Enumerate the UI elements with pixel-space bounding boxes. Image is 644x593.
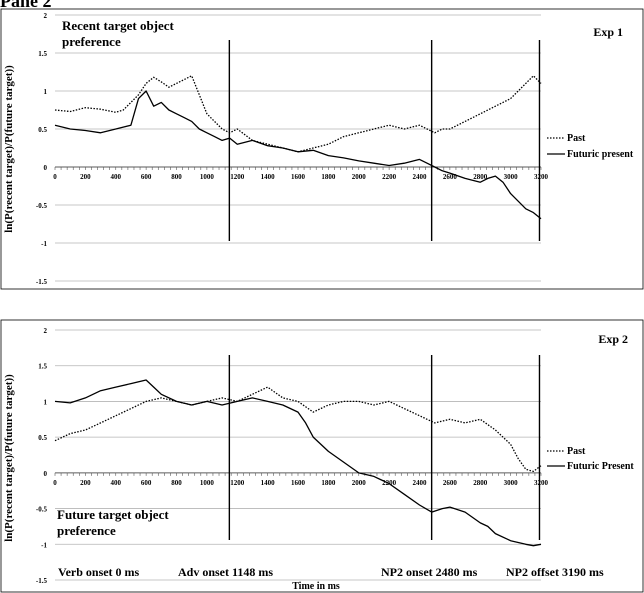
- x-tick-label: 1000: [200, 173, 215, 181]
- y-tick-labels: 2 1.5 1 0.5 0 -0.5 -1 -1.5: [36, 12, 48, 286]
- annotation-line-2: preference: [57, 523, 116, 538]
- x-tick-label: 2800: [473, 173, 488, 181]
- legend-label-past: Past: [567, 446, 586, 457]
- x-tick-label: 800: [171, 173, 182, 181]
- legend: Past Futuric present: [547, 133, 634, 160]
- y-axis-label: ln(P(recent target)/P(future target)): [3, 65, 15, 233]
- x-tick-label: 1600: [291, 173, 306, 181]
- exp-label: Exp 2: [598, 332, 628, 346]
- legend-label-futuric: Futuric Present: [567, 461, 634, 472]
- x-tick-label: 400: [111, 173, 122, 181]
- x-tick-label: 1600: [291, 479, 306, 487]
- series-line-past: [54, 386, 542, 473]
- y-tick-label: 0: [44, 470, 48, 478]
- annotation-line-2: preference: [62, 34, 121, 49]
- y-tick-label: 1: [44, 88, 48, 96]
- event-markers: [228, 355, 541, 540]
- x-tick-label: 2800: [473, 479, 488, 487]
- event-label-adv-onset: Adv onset 1148 ms: [178, 565, 273, 579]
- x-tick-label: 1200: [230, 479, 245, 487]
- y-tick-label: -0.5: [36, 202, 48, 210]
- y-axis-label: ln(P(recent target)/P(future target)): [3, 374, 15, 542]
- x-tick-label: 1400: [261, 479, 276, 487]
- x-tick-label: 3200: [534, 173, 549, 181]
- exp-label: Exp 1: [593, 25, 623, 39]
- x-tick-label: 400: [111, 479, 122, 487]
- legend-label-past: Past: [567, 133, 586, 144]
- y-tick-label: -1.5: [36, 278, 48, 286]
- chart-frame: [0, 8, 644, 290]
- y-tick-label: 2: [44, 12, 48, 20]
- annotation-line-1: Future target object: [57, 507, 169, 522]
- event-markers: [228, 40, 541, 241]
- y-tick-label: 2: [44, 327, 48, 335]
- x-tick-label: 2600: [443, 173, 458, 181]
- x-tick-label: 2400: [413, 479, 428, 487]
- y-tick-label: 1.5: [38, 50, 47, 58]
- x-tick-label: 600: [141, 173, 152, 181]
- x-tick-label: 2200: [382, 479, 397, 487]
- legend-label-futuric: Futuric present: [567, 149, 634, 160]
- event-label-np2-offset: NP2 offset 3190 ms: [506, 565, 604, 579]
- x-tick-label: 800: [171, 479, 182, 487]
- y-tick-label: 1: [44, 398, 48, 406]
- event-label-np2-onset: NP2 onset 2480 ms: [381, 565, 478, 579]
- series-line-futuric-present: [54, 379, 542, 547]
- chart-exp2: 2 1.5 1 0.5 0 -0.5 -1 -1.5 0 200 400 600 800 1000 120…: [0, 319, 644, 593]
- y-tick-labels: 2 1.5 1 0.5 0 -0.5 -1 -1.5: [36, 327, 48, 585]
- y-tick-label: -0.5: [36, 506, 48, 514]
- header-fragment: Pane 2: [0, 0, 52, 11]
- x-tick-label: 1800: [321, 479, 336, 487]
- x-tick-label: 3000: [504, 173, 519, 181]
- series-line-futuric-present: [54, 90, 542, 220]
- x-tick-label: 2000: [352, 173, 367, 181]
- event-label-verb-onset: Verb onset 0 ms: [58, 565, 140, 579]
- x-tick-label: 2000: [352, 479, 367, 487]
- legend: Past Futuric Present: [547, 446, 634, 472]
- y-tick-label: -1.5: [36, 577, 48, 585]
- x-tick-label: 2400: [413, 173, 428, 181]
- annotation-line-1: Recent target object: [62, 18, 175, 33]
- y-tick-label: -1: [41, 541, 47, 549]
- x-tick-label: 3000: [504, 479, 519, 487]
- x-tick-label: 1400: [261, 173, 276, 181]
- gridlines: [54, 329, 542, 581]
- y-tick-label: 0.5: [38, 126, 47, 134]
- x-tick-label: 1200: [230, 173, 245, 181]
- x-tick-label: 200: [80, 479, 91, 487]
- x-tick-labels: 0 200 400 600 800 1000 1200 1400 1600 1800 2000 220…: [53, 479, 548, 487]
- y-tick-label: 1.5: [38, 363, 47, 371]
- x-tick-label: 3200: [534, 479, 549, 487]
- x-tick-label: 0: [53, 479, 57, 487]
- gridlines: [54, 14, 542, 282]
- chart-frame: [0, 319, 644, 593]
- x-tick-label: 2200: [382, 173, 397, 181]
- x-tick-label: 0: [53, 173, 57, 181]
- x-tick-label: 600: [141, 479, 152, 487]
- x-tick-label: 2600: [443, 479, 458, 487]
- x-tick-label: 1800: [321, 173, 336, 181]
- series-line-past: [54, 75, 542, 153]
- series-lines: [54, 379, 542, 547]
- x-axis-label: Time in ms: [292, 581, 340, 592]
- y-tick-label: 0: [44, 164, 48, 172]
- y-tick-label: -1: [41, 240, 47, 248]
- y-tick-label: 0.5: [38, 434, 47, 442]
- x-tick-label: 1000: [200, 479, 215, 487]
- x-tick-label: 200: [80, 173, 91, 181]
- x-tick-labels: 0 200 400 600 800 1000 1200 1400 1600 1800 2000 220…: [53, 173, 548, 181]
- series-lines: [54, 75, 542, 220]
- chart-exp1: 2 1.5 1 0.5 0 -0.5 -1 -1.5 0 200 400 600 800 1000 120…: [0, 8, 644, 290]
